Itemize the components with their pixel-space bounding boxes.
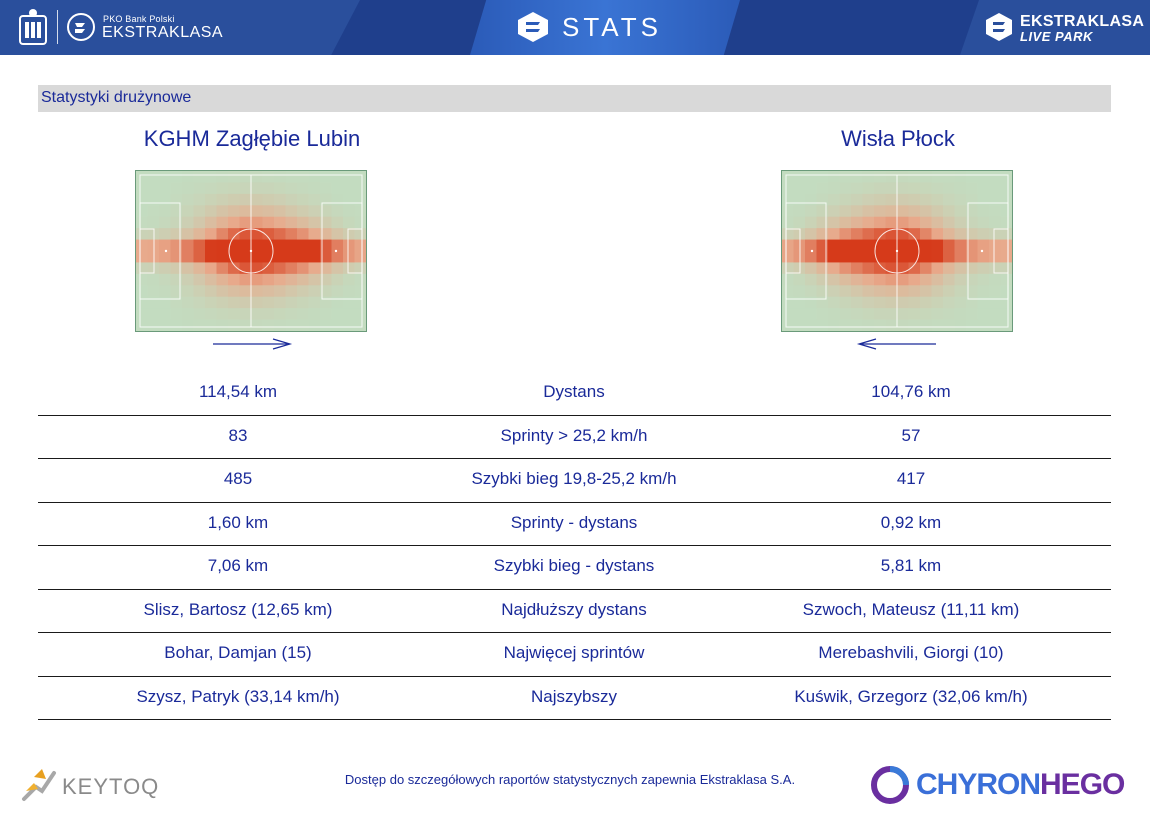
pko-logo-icon [19,9,47,45]
stat-label: Najszybszy [531,686,617,706]
away-value: 0,92 km [880,512,942,532]
live-park-line1: EKSTRAKLASA [1020,13,1145,30]
table-row: Slisz, Bartosz (12,65 km) Najdłuższy dys… [38,590,1111,633]
keytoq-logo-icon [22,769,56,801]
footer-note: Dostęp do szczegółowych raportów statyst… [344,772,796,787]
table-row: 83 Sprinty > 25,2 km/h 57 [38,416,1111,459]
stat-label: Dystans [543,382,605,401]
away-value: 57 [901,425,921,445]
home-attack-direction-arrow-icon [213,338,293,350]
home-value: Bohar, Damjan (15) [164,643,312,662]
away-value: Merebashvili, Giorgi (10) [818,643,1004,662]
live-park-icon [986,13,1012,41]
home-value: 7,06 km [207,556,269,575]
away-attack-direction-arrow-icon [856,338,936,350]
team-stats-table: 114,54 km Dystans 104,76 km 83 Sprinty >… [38,372,1111,720]
home-team-name: KGHM Zagłębie Lubin [143,126,361,151]
home-value: 83 [228,425,248,445]
table-row: 114,54 km Dystans 104,76 km [38,372,1111,416]
table-row: Szysz, Patryk (33,14 km/h) Najszybszy Ku… [38,677,1111,720]
table-row: Bohar, Damjan (15) Najwięcej sprintów Me… [38,633,1111,677]
home-value: 1,60 km [207,512,269,532]
chyronhego-logo-text: CHYRONHEGO [916,768,1125,802]
stat-label: Najwięcej sprintów [503,643,645,662]
section-header: Statystyki drużynowe [38,85,1111,112]
stats-title: STATS [562,12,662,42]
home-value: Szysz, Patryk (33,14 km/h) [136,686,340,706]
brand-name: EKSTRAKLASA [102,24,224,41]
hego-part: HEGO [1040,768,1125,801]
away-value: 5,81 km [880,556,942,575]
away-team-name: Wisła Płock [841,126,955,151]
home-value: Slisz, Bartosz (12,65 km) [143,599,333,619]
chyronhego-logo-icon [871,766,909,804]
stats-e-icon [518,12,548,42]
header-left-panel [0,0,360,55]
stat-label: Sprinty > 25,2 km/h [500,425,648,445]
home-value: 485 [223,469,253,488]
away-value: 104,76 km [871,382,951,401]
brand-small-text: PKO Bank Polski [103,14,175,24]
stat-label: Sprinty - dystans [510,512,638,532]
stat-label: Najdłuższy dystans [501,599,647,619]
away-value: Kuświk, Grzegorz (32,06 km/h) [794,686,1028,706]
away-value: 417 [896,469,926,488]
home-value: 114,54 km [198,382,278,401]
keytoq-logo-text: KEYTOQ [62,774,160,799]
top-header: PKO Bank Polski EKSTRAKLASA STATS EKSTRA… [0,0,1150,55]
home-heatmap [135,170,367,332]
stat-label: Szybki bieg 19,8-25,2 km/h [471,469,677,488]
section-title: Statystyki drużynowe [41,89,192,106]
away-value: Szwoch, Mateusz (11,11 km) [802,599,1020,619]
ekstraklasa-ball-icon [67,13,95,41]
table-row: 485 Szybki bieg 19,8-25,2 km/h 417 [38,459,1111,503]
table-row: 7,06 km Szybki bieg - dystans 5,81 km [38,546,1111,590]
stat-label: Szybki bieg - dystans [493,556,655,575]
chyron-part: CHYRON [916,768,1041,801]
live-park-line2: LIVE PARK [1020,29,1093,44]
table-row: 1,60 km Sprinty - dystans 0,92 km [38,503,1111,546]
header-divider [57,10,58,44]
away-heatmap [781,170,1013,332]
header-center-panel [470,0,740,55]
